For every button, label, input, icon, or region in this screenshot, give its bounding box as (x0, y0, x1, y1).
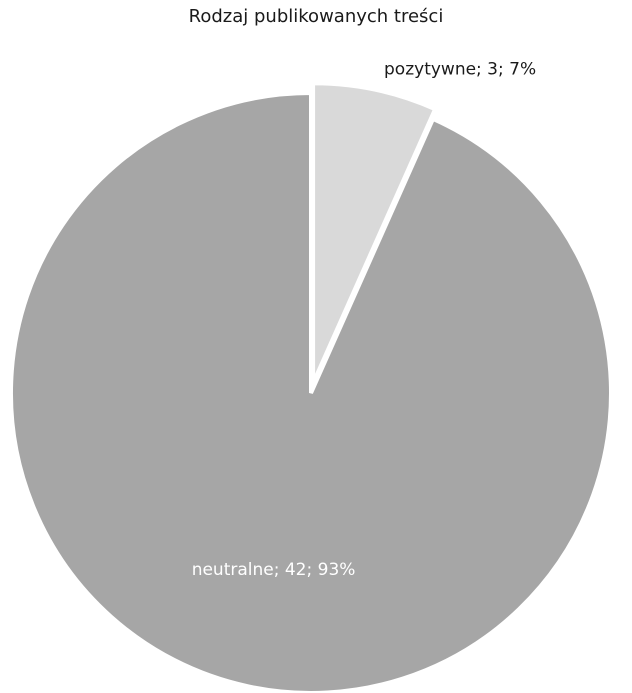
pie-slice-neutralne (9, 90, 613, 693)
slice-label-pozytywne: pozytywne; 3; 7% (384, 59, 536, 79)
pie-slice-pozytywne (311, 81, 438, 385)
slice-label-neutralne: neutralne; 42; 93% (192, 560, 356, 580)
chart-title: Rodzaj publikowanych treści (188, 6, 444, 27)
